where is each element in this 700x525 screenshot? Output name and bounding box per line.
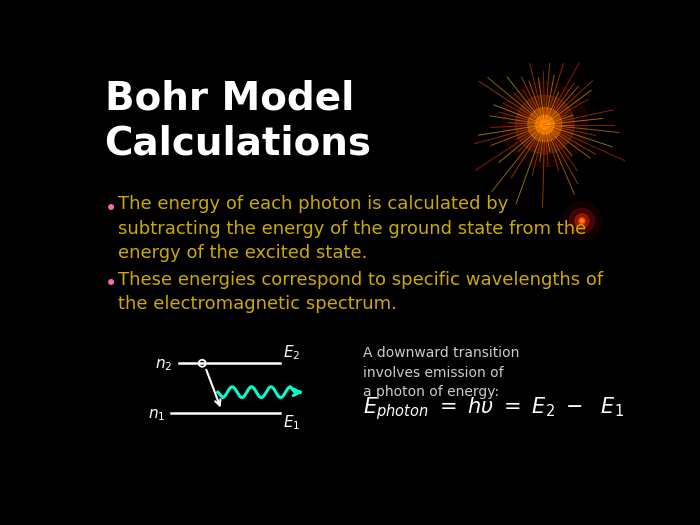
Text: $E_{photon}\ =\ h\upsilon\ =\ E_2\ -\ \ E_1$: $E_{photon}\ =\ h\upsilon\ =\ E_2\ -\ \ … — [363, 396, 624, 423]
Circle shape — [502, 82, 587, 167]
Text: •: • — [104, 274, 117, 294]
Circle shape — [540, 120, 550, 129]
Circle shape — [563, 202, 601, 240]
Text: $n_1$: $n_1$ — [148, 407, 165, 423]
Circle shape — [579, 218, 585, 224]
Circle shape — [542, 122, 547, 127]
Text: A downward transition
involves emission of
a photon of energy:: A downward transition involves emission … — [363, 346, 519, 400]
Circle shape — [536, 116, 554, 134]
Text: $n_2$: $n_2$ — [155, 357, 173, 373]
Text: Calculations: Calculations — [104, 124, 372, 163]
Circle shape — [570, 208, 594, 233]
Circle shape — [528, 108, 562, 142]
Text: The energy of each photon is calculated by
subtracting the energy of the ground : The energy of each photon is calculated … — [118, 195, 587, 262]
Text: Bohr Model: Bohr Model — [104, 80, 354, 118]
Text: $E_1$: $E_1$ — [283, 413, 300, 432]
Text: •: • — [104, 198, 117, 218]
Text: $E_2$: $E_2$ — [283, 343, 300, 362]
Circle shape — [575, 214, 589, 228]
Circle shape — [580, 219, 584, 223]
Circle shape — [515, 96, 574, 154]
Text: These energies correspond to specific wavelengths of
the electromagnetic spectru: These energies correspond to specific wa… — [118, 271, 603, 313]
